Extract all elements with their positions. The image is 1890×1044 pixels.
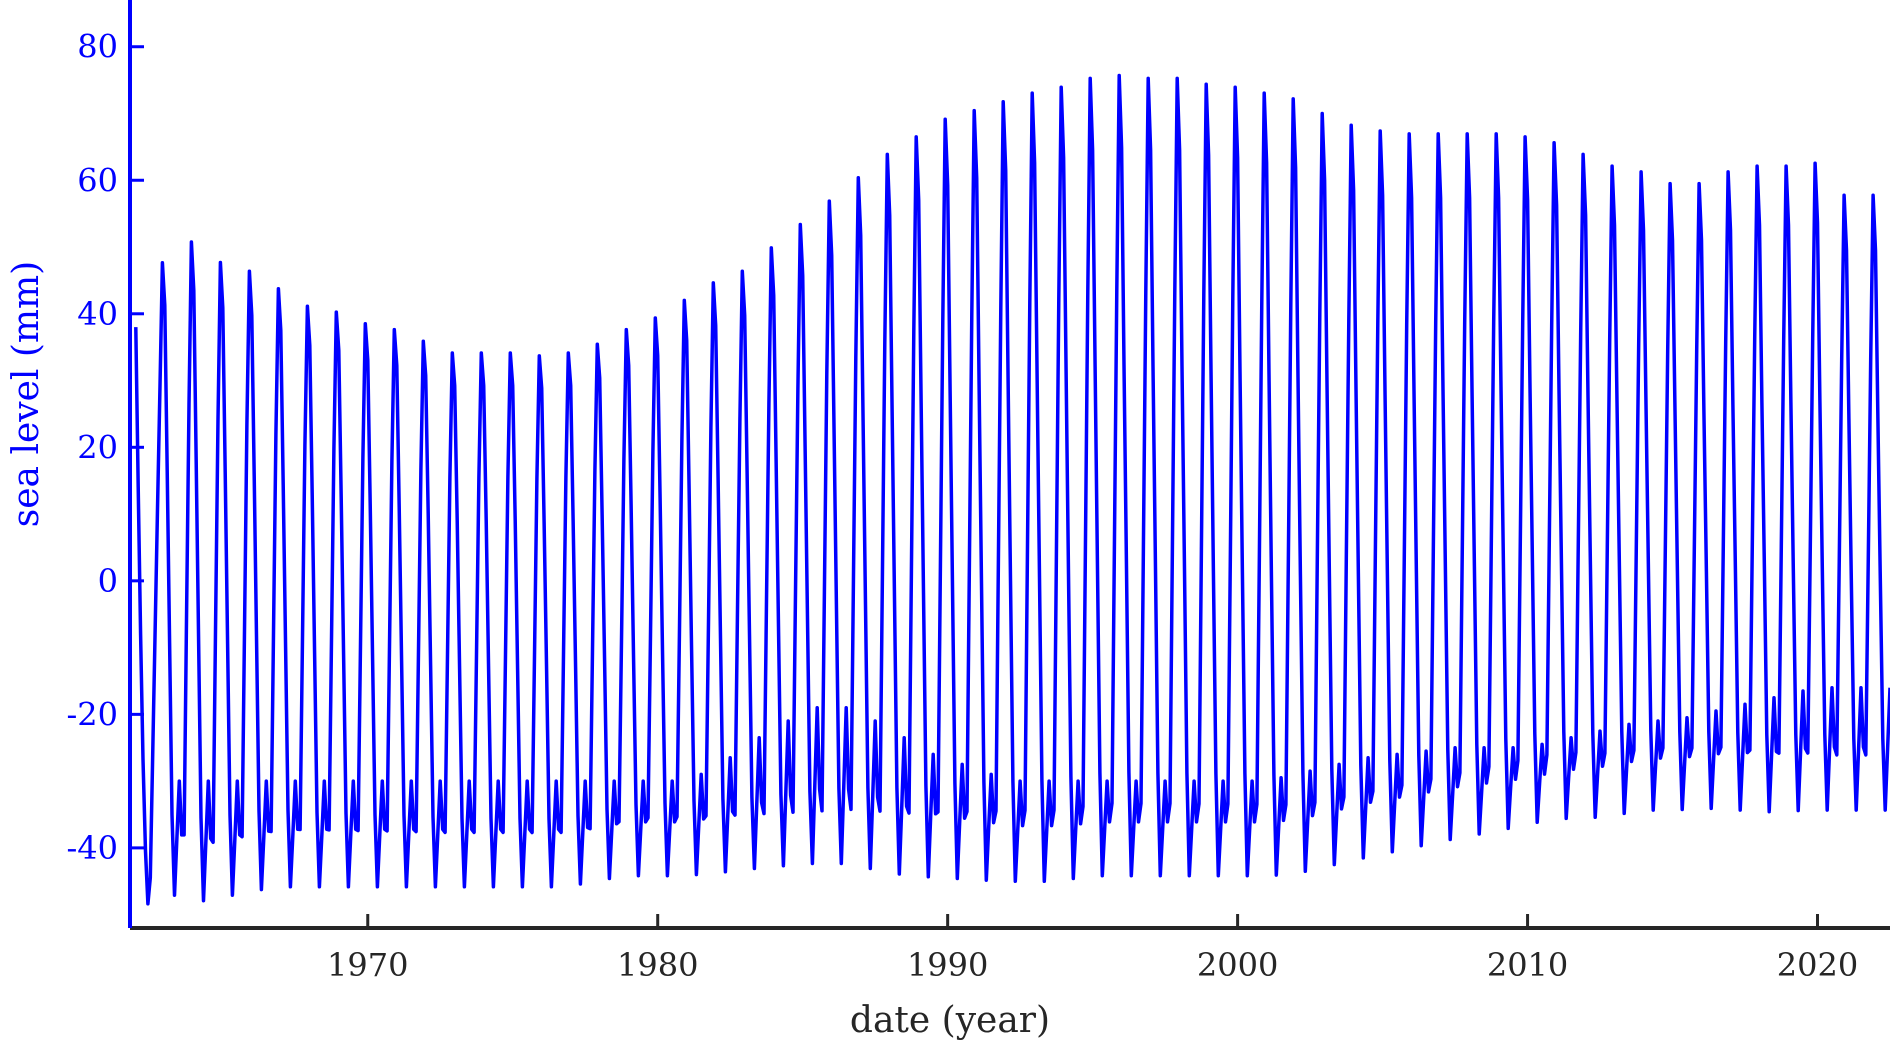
y-tick-label: 80 (77, 28, 118, 66)
tick-labels: 1970 1980 1990 2000 2010 2020 -40 -20 0 20 40 60 80 (66, 28, 1858, 984)
x-tick-label: 1990 (907, 946, 988, 984)
axes (128, 0, 1890, 930)
y-tick-label: 20 (77, 428, 118, 466)
y-axis-title: sea level (mm) (6, 261, 47, 527)
y-tick-label: 60 (77, 161, 118, 199)
plot-area (134, 73, 1890, 906)
x-axis-title: date (year) (850, 1000, 1050, 1041)
x-tick-label: 1980 (617, 946, 698, 984)
sea-level-series-line (134, 73, 1890, 906)
y-tick-label: -40 (66, 829, 118, 867)
x-tick-label: 1970 (327, 946, 408, 984)
x-tick-label: 2000 (1197, 946, 1278, 984)
y-tick-label: 40 (77, 295, 118, 333)
x-tick-label: 2010 (1487, 946, 1568, 984)
y-tick-label: 0 (98, 562, 118, 600)
y-tick-label: -20 (66, 695, 118, 733)
x-tick-label: 2020 (1777, 946, 1858, 984)
